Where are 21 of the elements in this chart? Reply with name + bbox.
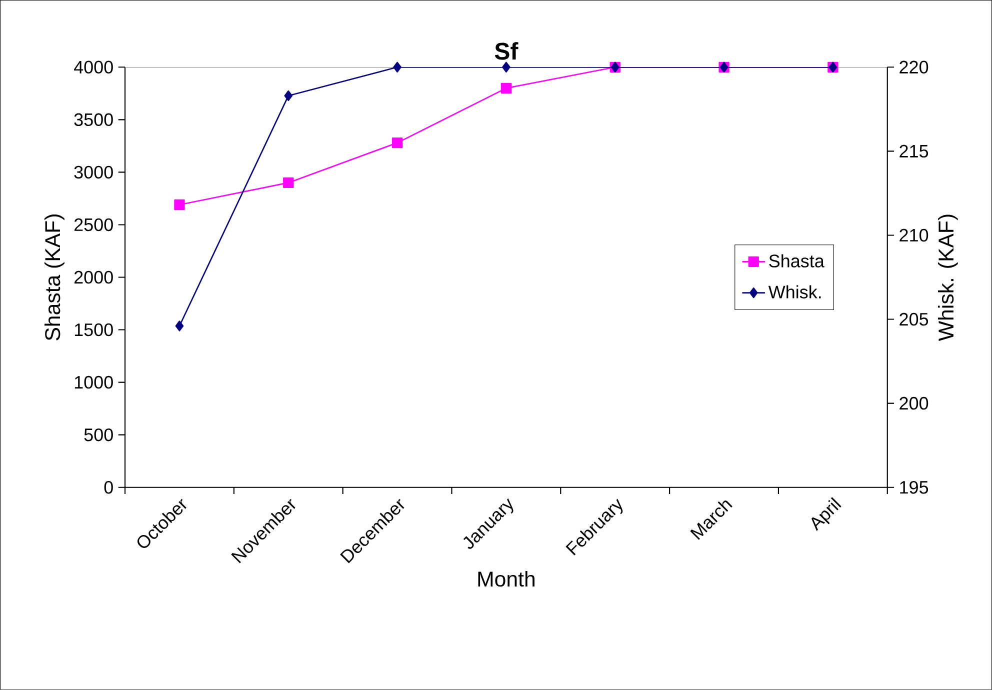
y2-tick-label: 210 xyxy=(900,228,928,242)
y2-tick-label: 195 xyxy=(900,481,928,494)
y-tick-label: 3500 xyxy=(74,113,113,126)
chart-title: Sf xyxy=(494,42,518,60)
legend-label: Whisk. xyxy=(768,285,821,299)
y-tick-label: 2500 xyxy=(74,218,113,232)
legend-label: Shasta xyxy=(769,254,824,268)
y-tick-label: 1000 xyxy=(74,376,113,389)
y2-axis-title: Whisk. (KAF) xyxy=(938,214,958,342)
y-tick-label: 500 xyxy=(84,428,113,442)
y-tick-label: 2000 xyxy=(74,270,113,284)
y2-tick-label: 205 xyxy=(900,312,928,326)
y-tick-label: 0 xyxy=(104,481,113,494)
y-axis-title: Shasta (KAF) xyxy=(44,214,64,340)
y-tick-label: 3000 xyxy=(74,166,113,179)
x-axis-title: Month xyxy=(478,571,534,587)
y2-tick-label: 200 xyxy=(900,396,928,410)
y2-tick-label: 215 xyxy=(900,144,928,158)
y-tick-label: 4000 xyxy=(74,60,113,74)
y-tick-label: 1500 xyxy=(74,323,113,336)
y2-tick-label: 220 xyxy=(900,60,928,74)
